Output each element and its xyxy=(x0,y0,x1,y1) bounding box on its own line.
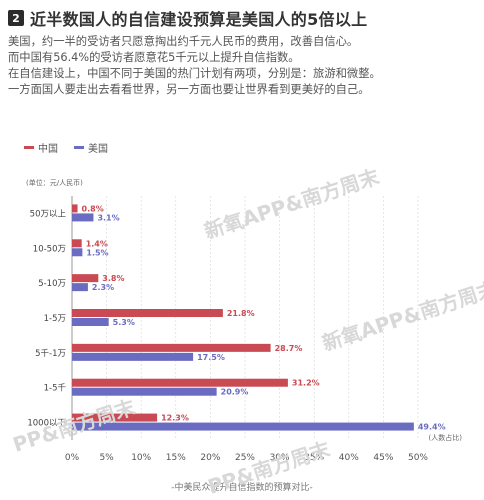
category-label: 1000以下 xyxy=(27,419,66,429)
x-tick-label: 30% xyxy=(270,453,290,463)
x-tick-label: 20% xyxy=(200,453,220,463)
x-tick-label: 10% xyxy=(131,453,151,463)
data-label: 21.8% xyxy=(227,309,255,318)
data-label: 31.2% xyxy=(292,379,320,388)
legend-swatch-usa xyxy=(74,146,84,149)
x-tick-label: 50% xyxy=(408,453,428,463)
bar-usa xyxy=(72,213,94,222)
unit-label: (单位：元/人民币) xyxy=(26,179,83,187)
data-label: 5.3% xyxy=(113,318,135,327)
section-number-badge: 2 xyxy=(8,10,24,26)
data-label: 2.3% xyxy=(92,283,114,292)
bar-usa xyxy=(72,318,109,326)
intro-paragraph-2: 而中国有56.4%的受访者愿意花5千元以上提升自信指数。 xyxy=(8,51,300,64)
category-label: 5千-1万 xyxy=(35,348,66,359)
x-tick-label: 5% xyxy=(99,453,114,463)
data-label: 49.4% xyxy=(418,423,446,432)
legend-swatch-china xyxy=(24,146,34,149)
chart-legend: 中国 美国 xyxy=(24,140,108,155)
legend-item-china: 中国 xyxy=(24,140,58,155)
bar-usa xyxy=(72,422,414,431)
category-label: 50万以上 xyxy=(30,209,67,219)
data-label: 0.8% xyxy=(82,204,104,213)
x-tick-label: 35% xyxy=(304,453,324,463)
data-label: 1.5% xyxy=(86,248,108,257)
bar-china xyxy=(72,343,271,352)
legend-label-china: 中国 xyxy=(38,144,58,155)
x-unit-label: (人数占比) xyxy=(428,434,462,442)
x-tick-label: 25% xyxy=(235,453,255,463)
data-label: 3.1% xyxy=(97,213,119,222)
category-label: 1-5千 xyxy=(44,383,67,394)
bar-usa xyxy=(72,387,217,396)
category-label: 5-10万 xyxy=(38,279,66,289)
bar-usa xyxy=(72,248,83,257)
title-row: 2 近半数国人的自信建设预算是美国人的5倍以上 xyxy=(8,6,478,30)
x-tick-label: 40% xyxy=(339,453,359,463)
intro-paragraph-1: 美国，约一半的受访者只愿意掏出约千元人民币的费用，改善自信心。 xyxy=(8,35,359,48)
bar-usa xyxy=(72,352,194,361)
intro-paragraph-3: 在自信建设上，中国不同于美国的热门计划有两项，分别是：旅游和微整。 xyxy=(8,67,381,80)
x-tick-label: 15% xyxy=(166,453,186,463)
x-tick-label: 0% xyxy=(65,453,80,463)
page-title: 近半数国人的自信建设预算是美国人的5倍以上 xyxy=(30,10,368,29)
legend-label-usa: 美国 xyxy=(88,144,108,155)
bar-china xyxy=(72,204,78,213)
data-label: 17.5% xyxy=(197,353,225,362)
data-label: 1.4% xyxy=(86,239,108,248)
data-label: 28.7% xyxy=(275,344,303,353)
intro-paragraph-4: 一方面国人要走出去看看世界，另一方面也要让世界看到更美好的自己。 xyxy=(8,83,370,96)
data-label: 12.3% xyxy=(161,414,189,423)
chart-caption: -中美民众提升自信指数的预算对比- xyxy=(171,483,313,493)
bar-china xyxy=(72,274,99,283)
legend-item-usa: 美国 xyxy=(74,140,108,155)
data-label: 3.8% xyxy=(102,274,124,283)
header: 2 近半数国人的自信建设预算是美国人的5倍以上 美国，约一半的受访者只愿意掏出约… xyxy=(8,6,478,98)
bar-china xyxy=(72,239,82,248)
bar-china xyxy=(72,413,158,422)
category-label: 10-50万 xyxy=(33,244,66,254)
category-label: 1-5万 xyxy=(44,314,66,324)
bar-usa xyxy=(72,283,88,292)
bar-china xyxy=(72,378,288,387)
data-label: 20.9% xyxy=(221,388,249,397)
x-tick-label: 45% xyxy=(373,453,393,463)
bar-china xyxy=(72,309,223,317)
